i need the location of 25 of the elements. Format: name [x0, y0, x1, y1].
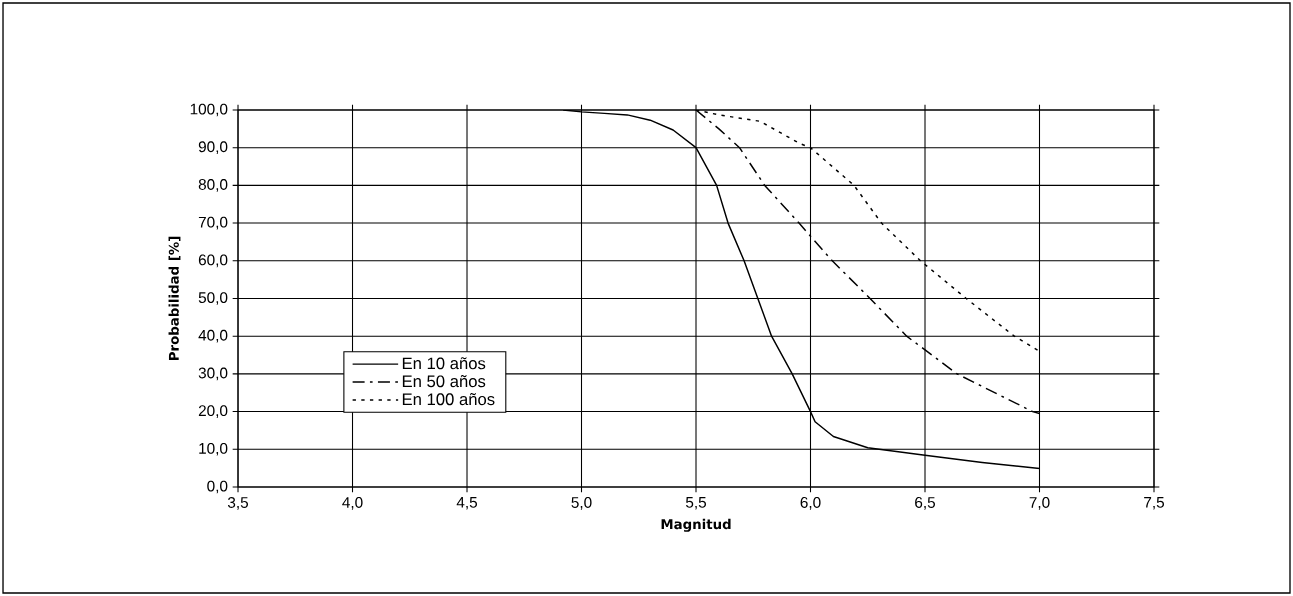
y-tick-label: 10,0 — [199, 442, 228, 456]
y-tick-label: 100,0 — [190, 103, 228, 117]
y-axis-title: Probabilidad [%] — [168, 236, 181, 361]
x-tick-label: 6,0 — [800, 497, 821, 510]
x-tick-label: 5,5 — [685, 497, 707, 510]
y-tick-label: 50,0 — [198, 292, 228, 305]
y-tick-label: 20,0 — [198, 405, 228, 418]
x-tick-label: 4,0 — [342, 497, 363, 510]
x-tick-label: 6,5 — [915, 497, 936, 510]
y-tick-label: 80,0 — [198, 179, 228, 192]
y-tick-label: 90,0 — [198, 141, 228, 155]
y-tick-label: 0,0 — [207, 480, 228, 494]
x-axis-title: Magnitud — [661, 518, 731, 532]
x-tick-label: 7,5 — [1144, 497, 1165, 510]
x-tick-label: 5,0 — [571, 497, 592, 510]
legend-label: En 50 años — [402, 375, 486, 388]
y-tick-label: 30,0 — [198, 367, 228, 381]
x-tick-label: 7,0 — [1029, 497, 1050, 510]
legend-label: En 100 años — [402, 393, 495, 406]
y-tick-label: 60,0 — [198, 254, 228, 268]
x-tick-label: 4,5 — [456, 497, 478, 510]
y-tick-label: 40,0 — [198, 329, 228, 343]
x-tick-label: 3,5 — [227, 497, 249, 510]
y-tick-label: 70,0 — [198, 216, 228, 230]
legend-label: En 10 años — [402, 357, 486, 370]
